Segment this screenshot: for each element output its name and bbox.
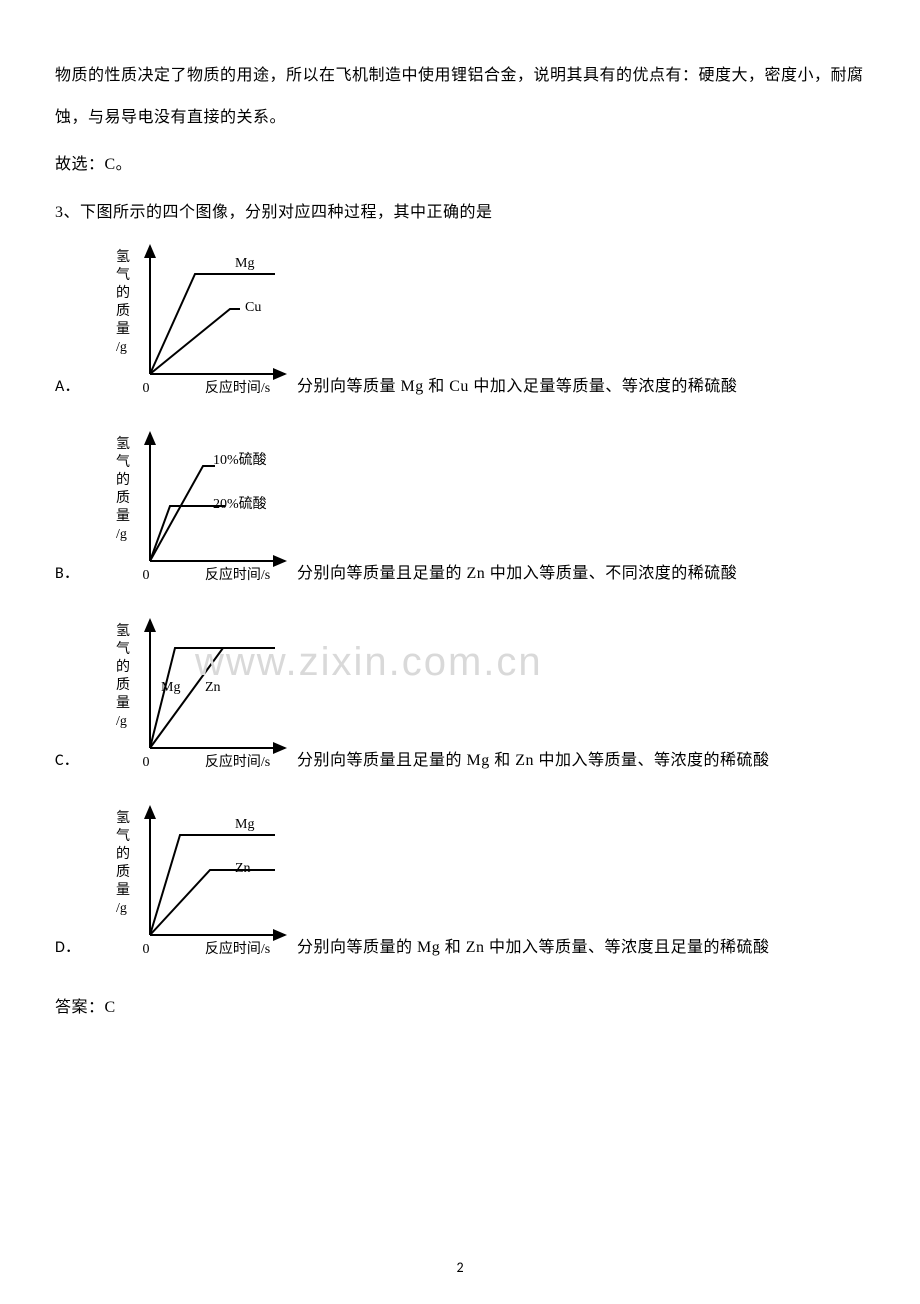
- svg-text:/g: /g: [116, 901, 127, 916]
- option-D-row: D． 氢气的质量/g 0 反应时间/s Mg Zn 分别向等质量的 Mg 和 Zn 中加…: [55, 800, 865, 965]
- svg-text:氢: 氢: [116, 249, 130, 265]
- svg-text:反应时间/s: 反应时间/s: [205, 940, 270, 957]
- option-D-text: 分别向等质量的 Mg 和 Zn 中加入等质量、等浓度且足量的稀硫酸: [297, 937, 770, 965]
- svg-text:的: 的: [116, 659, 130, 675]
- svg-text:0: 0: [143, 755, 150, 770]
- svg-text:质: 质: [116, 490, 130, 506]
- answer-line: 答案：C: [55, 987, 865, 1029]
- option-D-label: D．: [55, 937, 95, 965]
- option-B-text: 分别向等质量且足量的 Zn 中加入等质量、不同浓度的稀硫酸: [297, 563, 737, 591]
- svg-text:Zn: Zn: [205, 680, 221, 695]
- svg-text:质: 质: [116, 677, 130, 693]
- svg-text:质: 质: [116, 864, 130, 880]
- svg-text:0: 0: [143, 381, 150, 396]
- svg-text:Zn: Zn: [235, 861, 251, 876]
- svg-text:的: 的: [116, 472, 130, 488]
- option-A-row: A． 氢气的质量/g 0 反应时间/s Mg Cu 分别向等质量 Mg 和 Cu 中加入…: [55, 239, 865, 404]
- svg-text:气: 气: [116, 641, 130, 657]
- option-B-row: B． 氢气的质量/g 0 反应时间/s 10%硫酸 20%硫酸 分别向等质量且足量的 Z…: [55, 426, 865, 591]
- svg-text:气: 气: [116, 267, 130, 283]
- svg-text:Mg: Mg: [235, 817, 254, 832]
- option-C-text: 分别向等质量且足量的 Mg 和 Zn 中加入等质量、等浓度的稀硫酸: [297, 750, 770, 778]
- svg-text:气: 气: [116, 454, 130, 470]
- svg-text:气: 气: [116, 828, 130, 844]
- explanation-para-1: 物质的性质决定了物质的用途，所以在飞机制造中使用锂铝合金，说明其具有的优点有：硬…: [55, 55, 865, 138]
- chart-B: 氢气的质量/g 0 反应时间/s 10%硫酸 20%硫酸: [95, 426, 295, 591]
- svg-text:/g: /g: [116, 527, 127, 542]
- chart-C: 氢气的质量/g 0 反应时间/s Mg Zn: [95, 613, 295, 778]
- svg-text:氢: 氢: [116, 810, 130, 826]
- explanation-para-2: 故选：C。: [55, 144, 865, 186]
- chart-D: 氢气的质量/g 0 反应时间/s Mg Zn: [95, 800, 295, 965]
- svg-text:量: 量: [116, 882, 130, 898]
- svg-text:反应时间/s: 反应时间/s: [205, 379, 270, 396]
- svg-text:氢: 氢: [116, 623, 130, 639]
- svg-text:/g: /g: [116, 340, 127, 355]
- question-3: 3、下图所示的四个图像，分别对应四种过程，其中正确的是: [55, 192, 865, 234]
- svg-text:量: 量: [116, 695, 130, 711]
- option-B-label: B．: [55, 563, 95, 591]
- page-number: 2: [0, 1259, 920, 1276]
- svg-text:量: 量: [116, 321, 130, 337]
- svg-text:/g: /g: [116, 714, 127, 729]
- svg-text:的: 的: [116, 285, 130, 301]
- svg-text:的: 的: [116, 846, 130, 862]
- svg-text:20%硫酸: 20%硫酸: [213, 496, 267, 512]
- svg-text:10%硫酸: 10%硫酸: [213, 452, 267, 468]
- svg-text:Cu: Cu: [245, 300, 261, 315]
- option-C-label: C．: [55, 750, 95, 778]
- svg-text:反应时间/s: 反应时间/s: [205, 566, 270, 583]
- page: 物质的性质决定了物质的用途，所以在飞机制造中使用锂铝合金，说明其具有的优点有：硬…: [0, 0, 920, 1304]
- svg-text:0: 0: [143, 942, 150, 957]
- option-A-label: A．: [55, 376, 95, 404]
- chart-A: 氢气的质量/g 0 反应时间/s Mg Cu: [95, 239, 295, 404]
- svg-text:Mg: Mg: [161, 680, 180, 695]
- option-A-text: 分别向等质量 Mg 和 Cu 中加入足量等质量、等浓度的稀硫酸: [297, 376, 737, 404]
- svg-text:量: 量: [116, 508, 130, 524]
- svg-text:Mg: Mg: [235, 256, 254, 271]
- option-C-row: C． 氢气的质量/g 0 反应时间/s Mg Zn 分别向等质量且足量的 Mg 和 Zn…: [55, 613, 865, 778]
- svg-text:质: 质: [116, 303, 130, 319]
- svg-text:氢: 氢: [116, 436, 130, 452]
- svg-text:反应时间/s: 反应时间/s: [205, 753, 270, 770]
- svg-text:0: 0: [143, 568, 150, 583]
